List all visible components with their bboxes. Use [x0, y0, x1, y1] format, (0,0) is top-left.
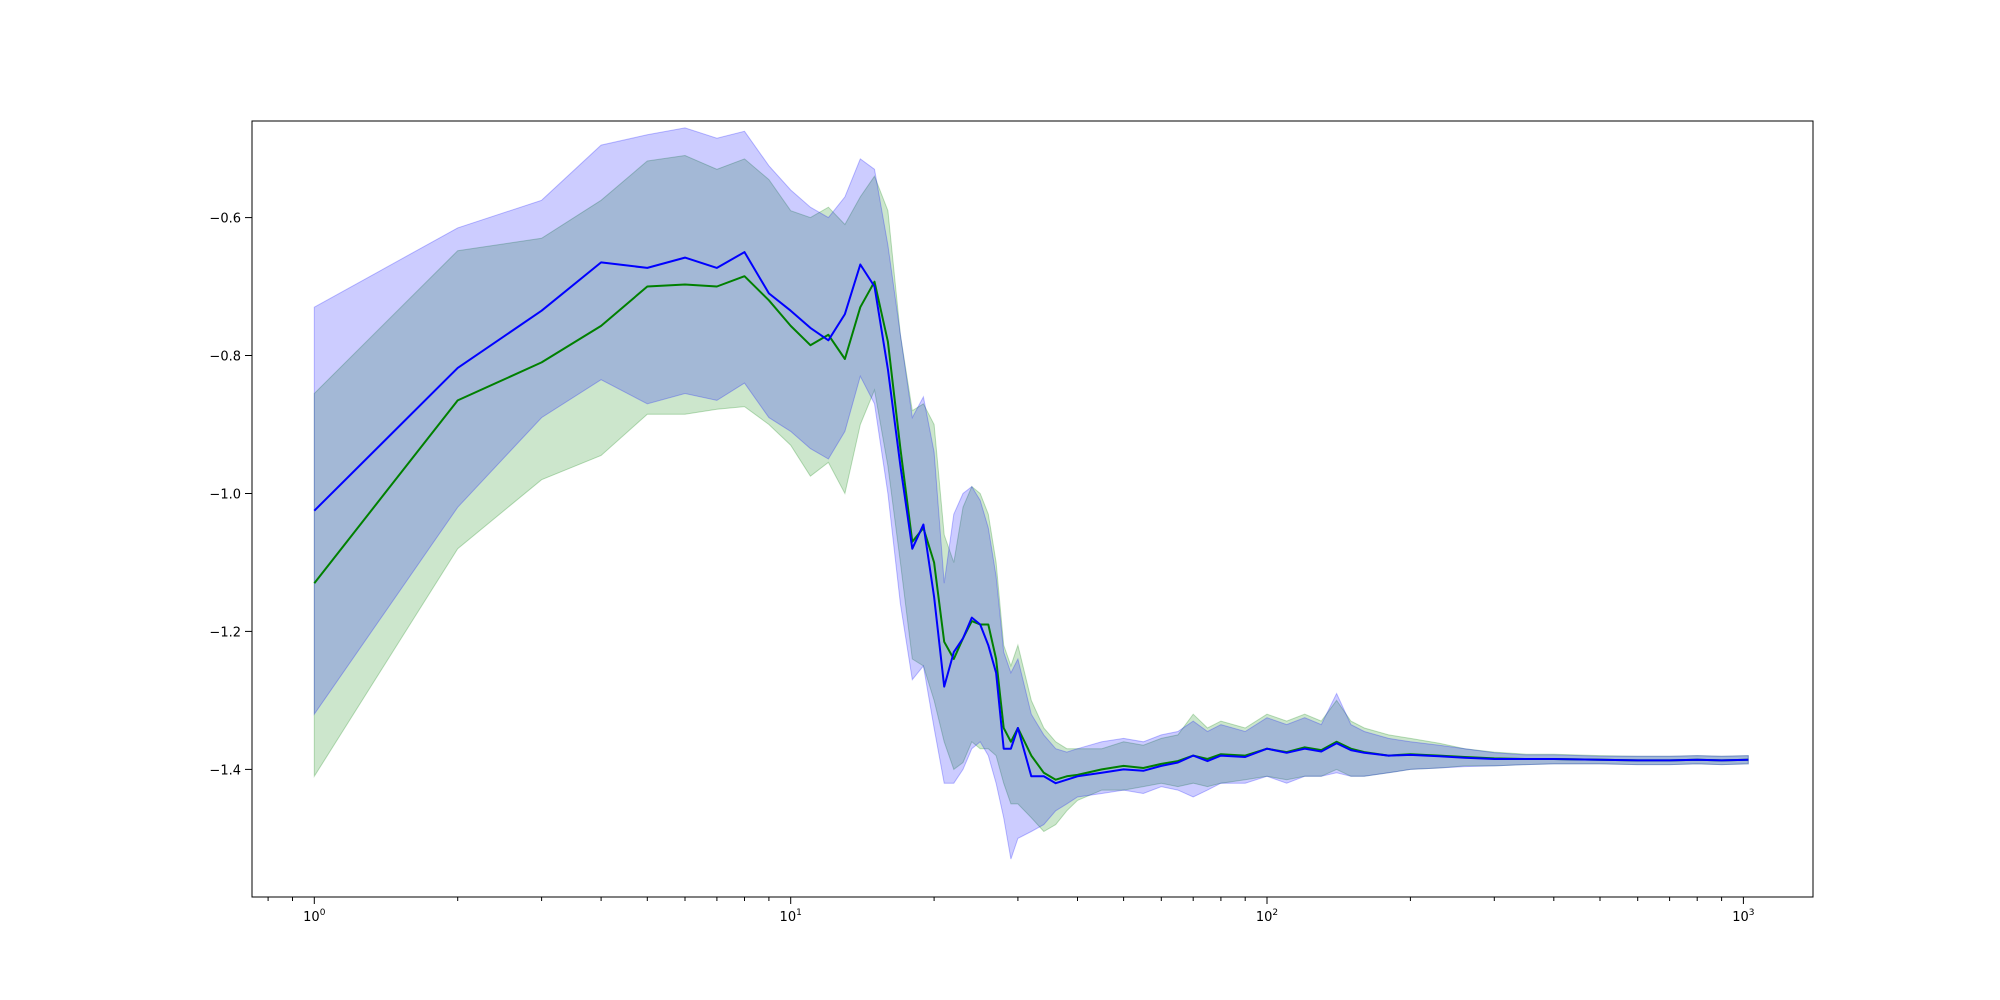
series-2-line: [313, 251, 1749, 785]
y-tick-label: −1.2: [209, 625, 241, 640]
y-tick-label: −1.4: [209, 763, 241, 778]
plot-area: [313, 127, 1749, 860]
y-tick-label: −0.6: [209, 212, 241, 227]
series-1-confidence-band: [313, 154, 1749, 833]
y-tick-label: −1.0: [209, 488, 241, 503]
series-2-confidence-band: [313, 127, 1749, 860]
y-tick-label: −0.8: [209, 350, 241, 365]
y-axis: −0.6 −0.8 −1.0 −1.2 −1.4: [209, 212, 252, 778]
x-tick-label: 103: [1732, 908, 1754, 925]
x-tick-label: 100: [303, 908, 326, 925]
x-tick-label: 101: [780, 908, 802, 925]
x-tick-label: 102: [1256, 908, 1278, 925]
x-axis: 100 101 102 103: [267, 897, 1755, 925]
axes-frame: [251, 120, 1814, 898]
